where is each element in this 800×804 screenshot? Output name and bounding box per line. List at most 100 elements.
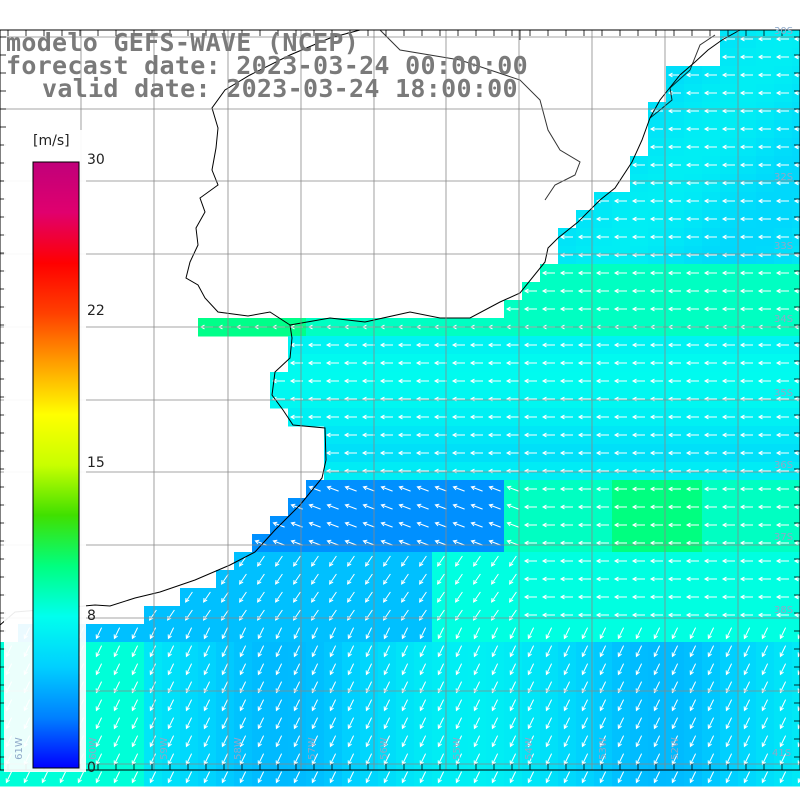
wind-arrow: [685, 540, 699, 546]
wind-arrow: [329, 663, 337, 676]
wind-arrow: [383, 645, 391, 658]
wind-arrow: [239, 591, 247, 603]
wind-arrow: [559, 558, 573, 564]
wind-arrow: [703, 306, 717, 312]
wind-arrow: [527, 771, 535, 784]
wind-arrow: [689, 717, 697, 730]
wind-arrow: [383, 555, 391, 567]
wind-arrow: [221, 717, 229, 730]
wind-arrow: [761, 717, 769, 730]
wind-arrow: [523, 504, 537, 510]
wind-arrow: [365, 717, 373, 730]
wind-arrow: [365, 555, 373, 567]
wind-arrow: [613, 234, 627, 240]
wind-arrow: [541, 558, 555, 564]
wind-arrow: [667, 414, 681, 420]
wind-arrow: [505, 450, 519, 456]
wind-arrow: [559, 594, 573, 600]
wind-arrow: [739, 414, 753, 420]
wind-arrow: [617, 663, 625, 676]
wind-arrow: [433, 342, 447, 348]
wind-arrow: [653, 735, 661, 748]
wind-arrow: [779, 771, 787, 784]
wind-arrow: [667, 198, 681, 204]
wind-arrow: [509, 555, 517, 567]
wind-arrow: [707, 735, 715, 748]
wind-arrow: [739, 558, 753, 564]
wind-arrow: [473, 627, 481, 640]
wind-arrow: [541, 360, 555, 366]
wind-arrow: [757, 414, 771, 420]
wind-arrow: [725, 663, 733, 676]
wind-arrow: [685, 288, 699, 294]
wind-arrow: [599, 771, 607, 784]
wind-arrow: [739, 126, 753, 132]
wind-arrow: [491, 555, 499, 567]
wind-arrow: [775, 432, 789, 438]
wind-arrow: [545, 753, 553, 766]
wind-arrow: [506, 485, 519, 492]
wind-arrow: [167, 717, 175, 730]
wind-arrow: [23, 771, 31, 784]
wind-arrow: [793, 378, 800, 384]
wind-arrow: [649, 504, 663, 510]
wind-arrow: [433, 378, 447, 384]
wind-arrow: [131, 771, 139, 784]
wind-arrow: [595, 270, 609, 276]
wind-arrow: [595, 558, 609, 564]
wind-arrow: [757, 54, 771, 60]
wind-arrow: [595, 342, 609, 348]
wind-arrow: [577, 432, 591, 438]
wind-arrow: [739, 216, 753, 222]
wind-arrow: [311, 717, 319, 730]
wind-arrow: [721, 360, 735, 366]
wind-arrow: [113, 735, 121, 748]
wind-arrow: [667, 126, 681, 132]
wind-arrow: [401, 627, 409, 640]
wind-arrow: [649, 594, 663, 600]
wind-arrow: [221, 753, 229, 766]
wind-arrow: [203, 699, 211, 712]
wind-arrow: [703, 612, 717, 618]
wind-arrow: [685, 342, 699, 348]
wind-arrow: [631, 216, 645, 222]
wind-arrow: [239, 573, 247, 585]
wind-arrow: [721, 576, 735, 582]
wind-arrow: [775, 342, 789, 348]
wind-arrow: [275, 645, 283, 658]
wind-arrow: [329, 717, 337, 730]
wind-arrow: [470, 539, 483, 546]
wind-arrow: [721, 378, 735, 384]
wind-arrow: [131, 699, 139, 712]
wind-arrow: [559, 360, 573, 366]
wind-arrow: [563, 627, 571, 640]
wind-arrow: [595, 504, 609, 510]
wind-arrow: [505, 342, 519, 348]
wind-arrow: [325, 360, 339, 366]
wind-arrow: [437, 573, 445, 585]
wind-arrow: [703, 234, 717, 240]
wind-arrow: [793, 594, 800, 600]
wind-arrow: [185, 645, 193, 658]
wind-arrow: [185, 735, 193, 748]
wind-arrow: [667, 522, 681, 528]
wind-arrow: [721, 216, 735, 222]
wind-arrow: [721, 234, 735, 240]
wind-arrow: [685, 486, 699, 492]
wind-arrow: [419, 645, 427, 658]
wind-arrow: [257, 699, 265, 712]
wind-arrow: [793, 144, 800, 150]
wind-arrow: [775, 612, 789, 618]
wind-arrow: [671, 753, 679, 766]
lon-label: 59W: [158, 737, 170, 760]
wind-arrow: [433, 360, 447, 366]
wind-arrow: [793, 198, 800, 204]
wind-arrow: [293, 555, 301, 567]
wind-arrow: [311, 645, 319, 658]
wind-arrow: [563, 717, 571, 730]
wind-arrow: [451, 360, 465, 366]
wind-arrow: [739, 360, 753, 366]
wind-arrow: [383, 699, 391, 712]
wind-arrow: [272, 521, 285, 528]
